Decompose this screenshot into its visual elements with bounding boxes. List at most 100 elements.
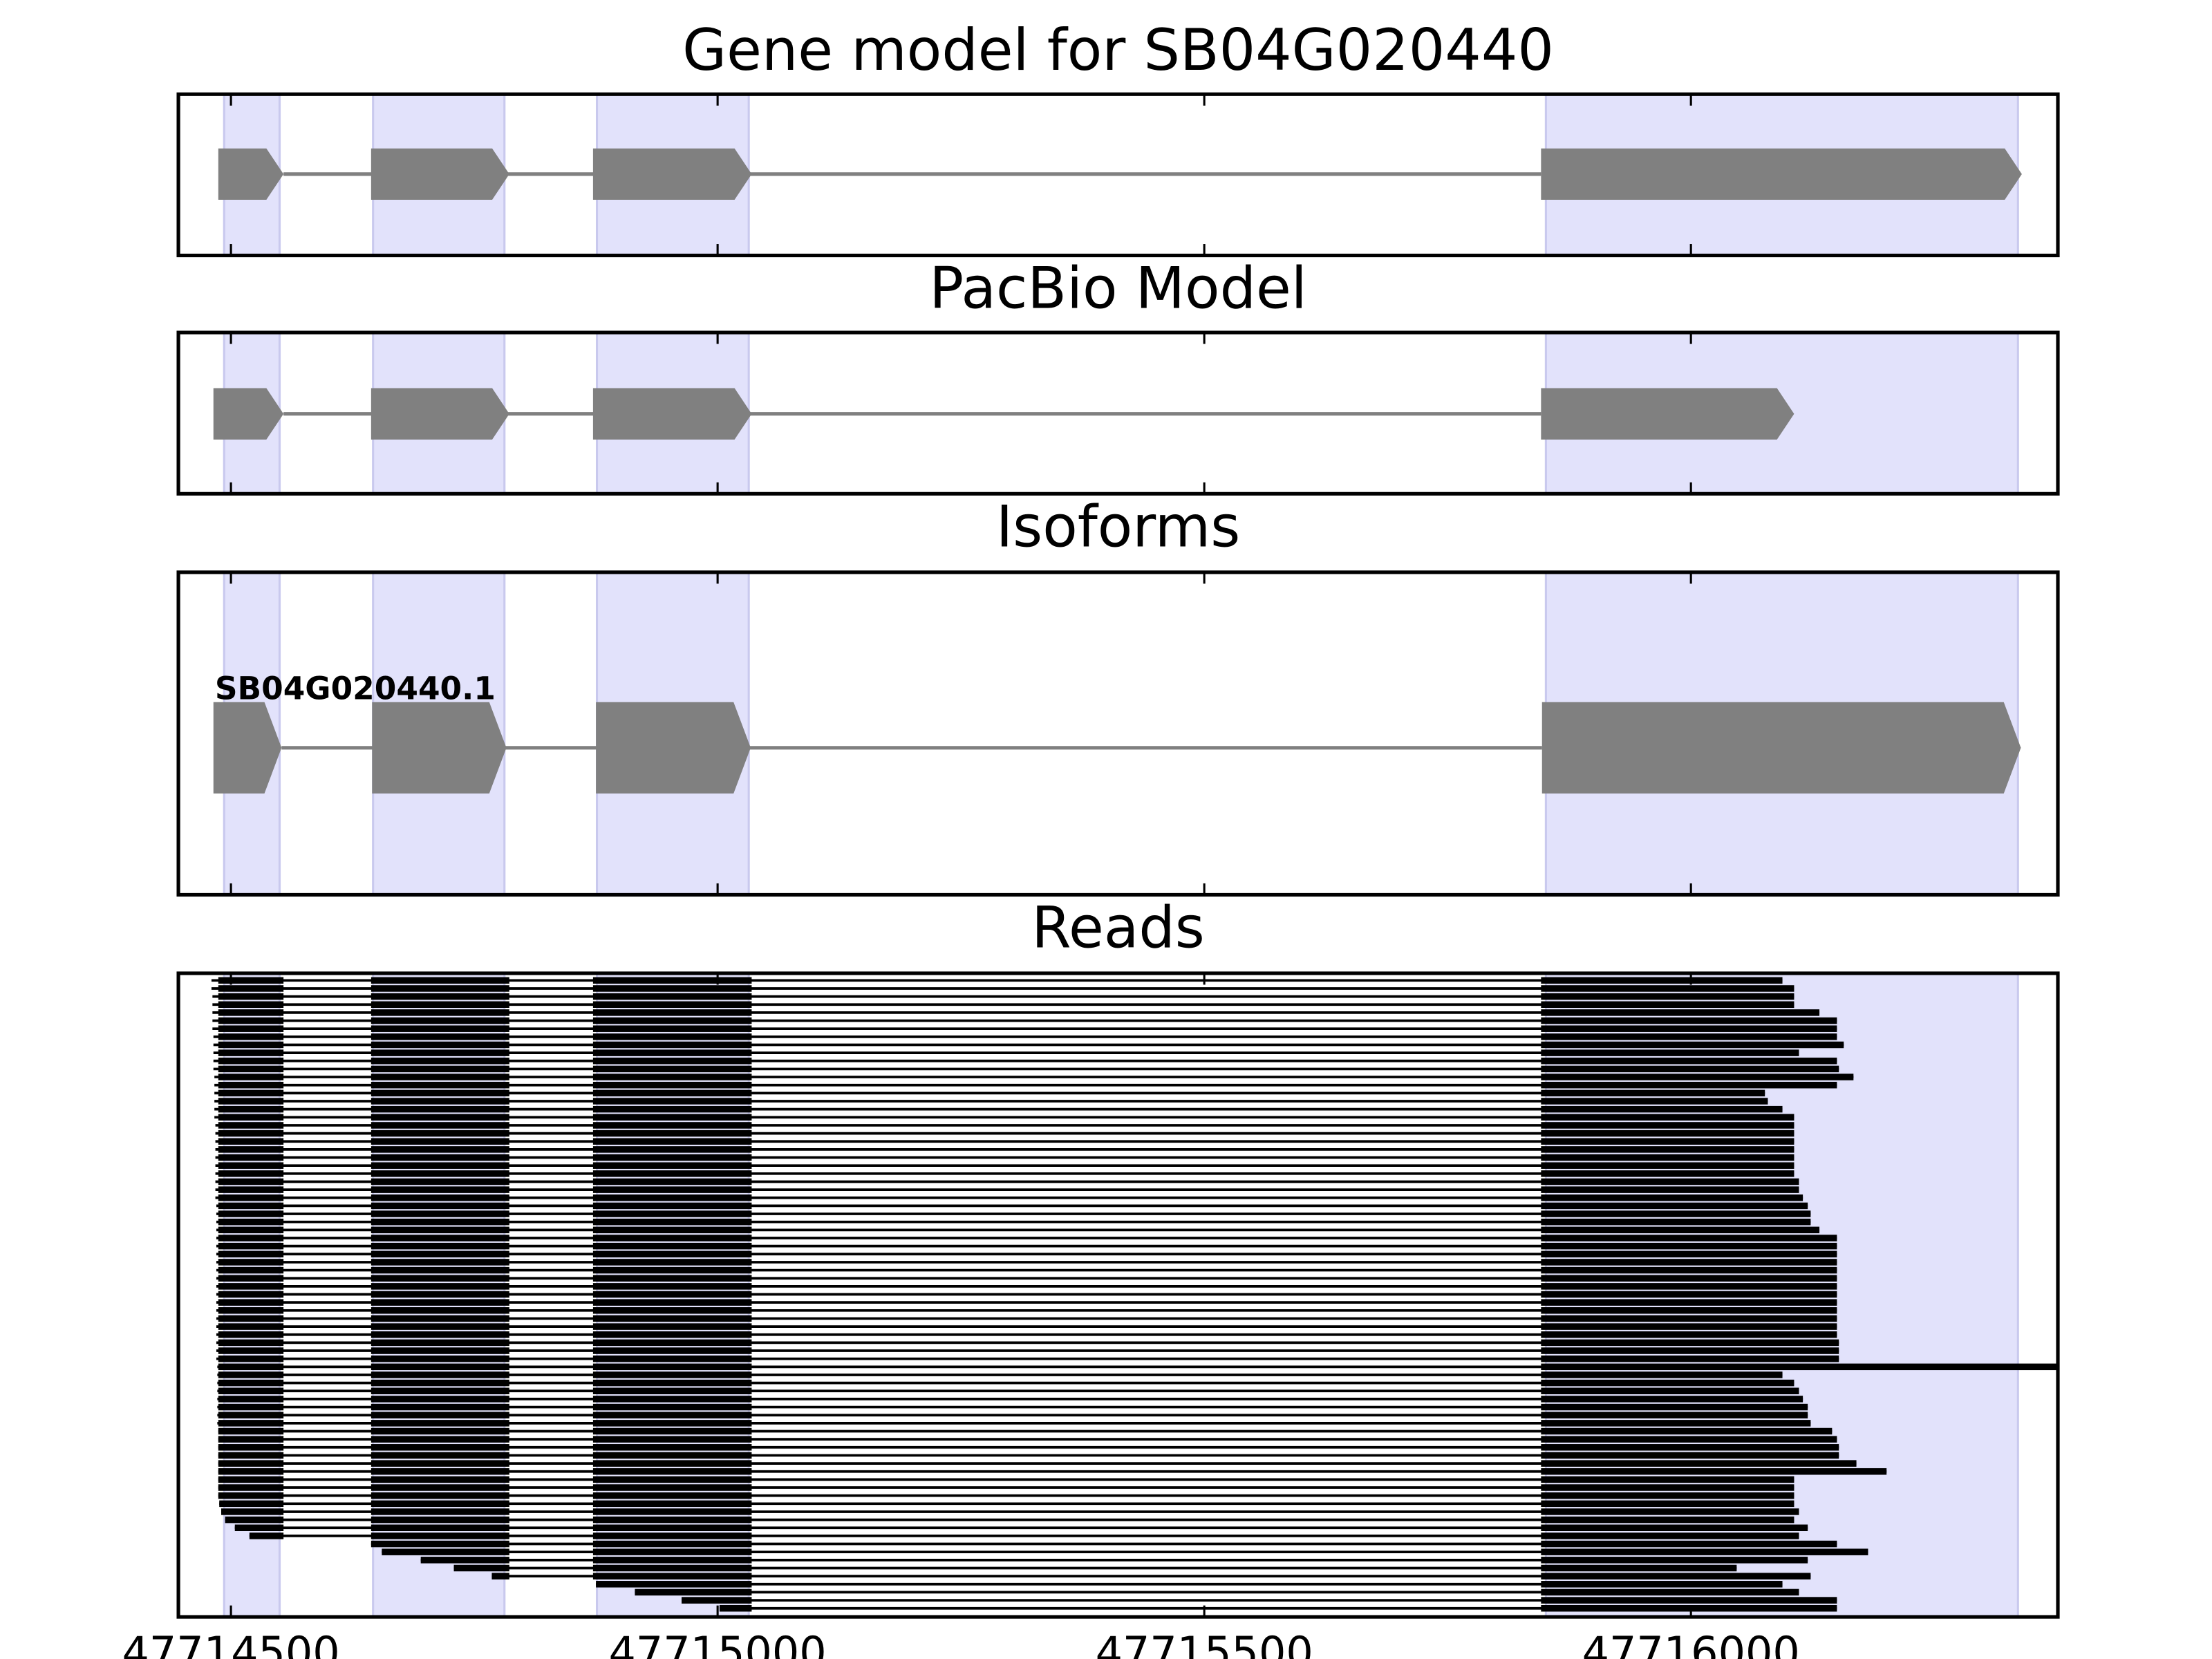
read-exon (218, 1420, 284, 1427)
read-exon (371, 1001, 509, 1009)
read-exon (592, 1291, 752, 1298)
read-exon (1541, 1017, 1837, 1024)
read-exon (218, 1235, 284, 1241)
read-exon (234, 1524, 284, 1531)
read-exon (1541, 1218, 1811, 1226)
read-exon (371, 1098, 509, 1105)
read-exon (592, 1130, 752, 1137)
read-exon (1541, 1242, 1837, 1250)
read-exon (592, 1371, 752, 1378)
read-exon (1541, 1210, 1811, 1217)
exon (1541, 388, 1794, 440)
read-exon (592, 1492, 752, 1499)
read-exon (218, 1283, 284, 1290)
read-exon (218, 1266, 284, 1274)
read-exon (592, 1363, 752, 1371)
read-exon (371, 1017, 509, 1024)
read-exon (592, 1307, 752, 1314)
read-exon (1541, 1492, 1794, 1499)
read-exon (592, 1009, 752, 1016)
read-exon (371, 1291, 509, 1298)
read-exon (1541, 1170, 1794, 1177)
read-exon (218, 1427, 284, 1435)
read-exon (592, 1186, 752, 1193)
read-exon (218, 1387, 284, 1395)
read-exon (592, 1484, 752, 1491)
read-exon (592, 1081, 752, 1089)
read-exon (218, 1025, 284, 1032)
read-exon (592, 1162, 752, 1169)
read-exon (1541, 1009, 1820, 1016)
read-exon (1541, 1363, 2059, 1371)
read-exon (218, 1242, 284, 1250)
read-exon (218, 1355, 284, 1362)
read-exon (218, 1130, 284, 1137)
read-exon (1541, 1573, 1811, 1580)
read-exon (592, 1564, 752, 1572)
read-exon (371, 1476, 509, 1483)
read-exon (1541, 1500, 1794, 1508)
read-exon (592, 1194, 752, 1201)
read-exon (218, 1058, 284, 1065)
read-exon (592, 1226, 752, 1234)
read-exon (218, 1210, 284, 1217)
read-exon (682, 1597, 752, 1604)
read-exon (592, 1058, 752, 1065)
exon (218, 148, 284, 200)
read-exon (592, 1074, 752, 1080)
read-exon (1541, 1524, 1808, 1531)
read-exon (218, 1041, 284, 1049)
read-exon (218, 1226, 284, 1234)
read-exon (635, 1588, 752, 1596)
read-exon (1541, 1138, 1794, 1145)
exon (1541, 148, 2022, 200)
read-exon (1541, 1041, 1844, 1049)
read-exon (1541, 1557, 1808, 1564)
read-exon (371, 1202, 509, 1210)
read-exon (592, 1049, 752, 1056)
read-exon (218, 1105, 284, 1113)
read-exon (371, 1041, 509, 1049)
read-exon (371, 1283, 509, 1290)
read-exon (371, 1049, 509, 1056)
read-exon (592, 1355, 752, 1362)
read-exon (1541, 1307, 1837, 1314)
read-exon (1541, 1387, 1799, 1395)
read-exon (371, 1058, 509, 1065)
read-exon (592, 977, 752, 984)
exon (596, 702, 751, 794)
read-exon (1541, 1396, 1803, 1403)
read-exon (1541, 1025, 1837, 1032)
read-exon (596, 1581, 752, 1588)
read-exon (371, 1105, 509, 1113)
read-exon (592, 1452, 752, 1459)
read-exon (1541, 1427, 1833, 1435)
read-exon (371, 1250, 509, 1258)
exon (213, 388, 284, 440)
read-exon (218, 985, 284, 992)
read-exon (371, 1371, 509, 1378)
read-exon (1541, 1266, 1837, 1274)
read-exon (1541, 1178, 1799, 1185)
read-exon (221, 1508, 284, 1515)
read-exon (371, 1492, 509, 1499)
read-exon (371, 1436, 509, 1443)
read-exon (219, 1500, 284, 1508)
read-exon (1541, 1379, 1794, 1387)
exon (213, 702, 282, 794)
read-exon (1541, 1436, 1837, 1443)
read-exon (1541, 1315, 1837, 1322)
read-exon (1541, 1074, 1854, 1080)
read-exon (1541, 1098, 1768, 1105)
read-exon (592, 1202, 752, 1210)
read-exon (218, 1259, 284, 1266)
read-exon (592, 1387, 752, 1395)
read-exon (1541, 1146, 1794, 1153)
read-exon (592, 1242, 752, 1250)
read-exon (371, 1114, 509, 1121)
read-exon (592, 1436, 752, 1443)
read-exon (592, 1178, 752, 1185)
read-exon (218, 1186, 284, 1193)
read-exon (1541, 1347, 1839, 1354)
read-exon (1541, 1049, 1799, 1056)
